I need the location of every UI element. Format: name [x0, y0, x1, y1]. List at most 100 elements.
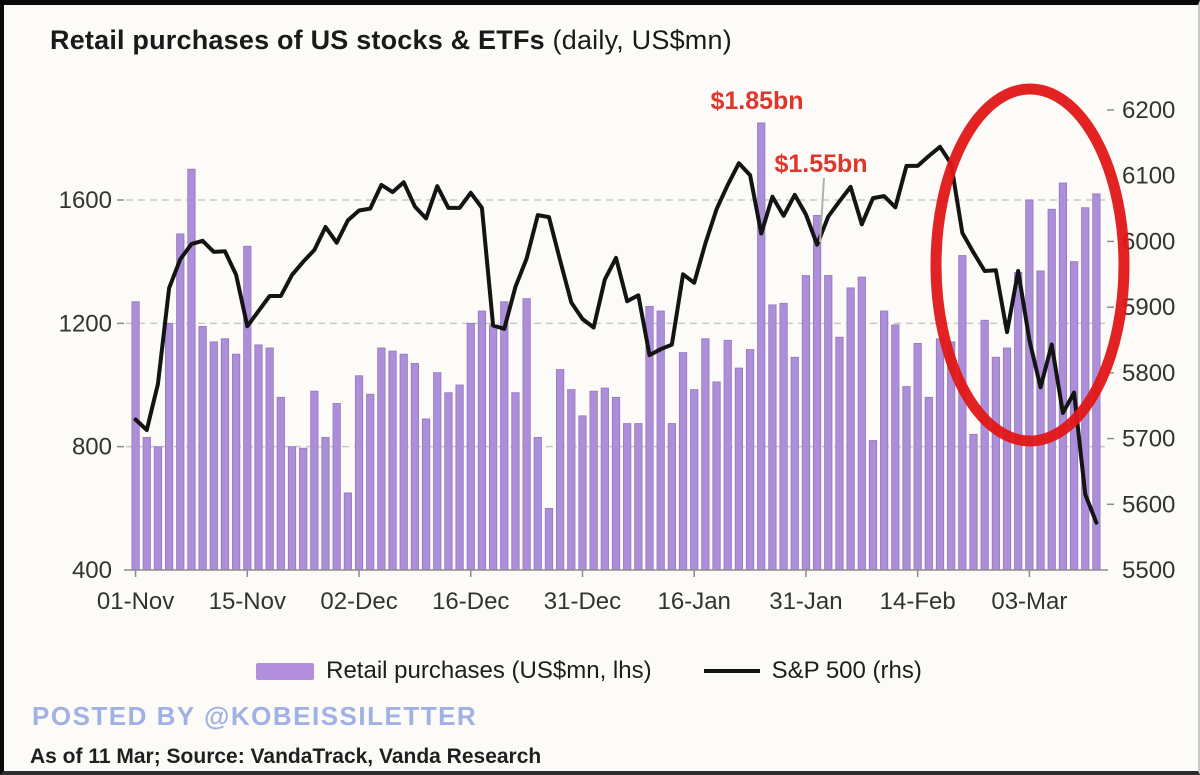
title-suffix: (daily, US$mn) — [544, 25, 732, 55]
x-axis-label: 14-Feb — [880, 588, 956, 615]
retail-purchases-bar — [287, 446, 297, 571]
peak-annotation: $1.85bn — [710, 87, 803, 115]
retail-purchases-bar — [690, 389, 699, 571]
retail-purchases-bar — [466, 322, 475, 571]
retail-purchases-bar — [310, 390, 319, 571]
right-axis-label: 5500 — [1122, 557, 1175, 584]
retail-purchases-bar — [958, 255, 967, 571]
retail-purchases-bar — [712, 381, 721, 571]
retail-purchases-bar — [176, 233, 185, 571]
retail-purchases-bar — [299, 447, 308, 571]
x-axis-label: 16-Dec — [432, 588, 509, 615]
retail-purchases-bar — [410, 363, 419, 571]
retail-purchases-bar — [1014, 272, 1023, 571]
retail-purchases-bar — [209, 341, 218, 571]
retail-purchases-bar — [567, 389, 576, 571]
retail-purchases-bar — [477, 310, 487, 571]
peak-annotation: $1.55bn — [774, 150, 867, 178]
x-axis-label: 15-Nov — [209, 588, 286, 615]
retail-purchases-bar — [1002, 347, 1012, 571]
right-axis-label: 5700 — [1122, 426, 1175, 453]
retail-purchases-bar — [1081, 207, 1090, 571]
sp500-line-swatch-icon — [703, 669, 760, 673]
retail-purchases-bar — [388, 350, 397, 571]
retail-purchases-bar — [824, 275, 833, 571]
left-axis-label: 400 — [72, 557, 112, 584]
retail-purchases-bar — [343, 492, 352, 571]
legend-item-sp500: S&P 500 (rhs) — [703, 657, 922, 685]
retail-purchases-bar — [332, 403, 341, 571]
retail-purchases-bar — [835, 336, 844, 571]
combo-chart: 01-Nov 15-Nov 02-Dec 16-Dec 31-Dec 16-Jan 31-J… — [59, 83, 1175, 615]
retail-purchases-bar — [913, 342, 922, 571]
retail-purchases-bar — [220, 338, 230, 571]
retail-purchases-bar — [902, 386, 911, 571]
retail-purchases-bar — [377, 347, 386, 571]
source-footnote: As of 11 Mar; Source: VandaTrack, Vanda … — [30, 745, 542, 768]
retail-purchases-bar — [623, 423, 632, 571]
x-axis-label: 03-Mar — [991, 588, 1067, 615]
legend: Retail purchases (US$mn, lhs) S&P 500 (r… — [4, 653, 1174, 689]
retail-purchases-bar — [924, 396, 933, 571]
retail-purchases-bar — [813, 215, 822, 571]
retail-purchases-bar — [556, 369, 565, 571]
retail-purchases-bar — [980, 319, 989, 571]
right-axis-label: 6100 — [1122, 163, 1175, 190]
retail-purchases-bar — [969, 433, 978, 571]
retail-purchases-bar — [153, 446, 163, 571]
retail-purchases-bar — [991, 356, 1000, 571]
retail-purchases-bar — [243, 245, 252, 571]
retail-purchases-bar — [489, 324, 498, 571]
retail-purchases-bar — [1047, 208, 1056, 571]
retail-purchases-bar — [757, 122, 766, 571]
retail-purchases-bar — [634, 423, 643, 571]
retail-bar-swatch-icon — [256, 662, 315, 680]
retail-purchases-bar — [779, 302, 788, 571]
right-axis-label: 5800 — [1122, 360, 1175, 387]
retail-purchases-bar — [265, 347, 274, 571]
x-axis-label: 31-Jan — [769, 588, 842, 615]
retail-purchases-bar — [880, 310, 889, 571]
retail-purchases-bar — [276, 396, 285, 571]
retail-purchases-bar — [232, 353, 241, 571]
retail-purchases-bar — [589, 390, 598, 571]
title-main: Retail purchases of US stocks & ETFs — [50, 25, 545, 55]
right-axis-label: 5900 — [1122, 294, 1175, 321]
right-axis-label: 6000 — [1122, 228, 1175, 255]
retail-purchases-bar — [533, 437, 542, 571]
legend-label-retail: Retail purchases (US$mn, lhs) — [326, 657, 652, 684]
retail-purchases-bar — [734, 367, 743, 571]
left-axis-label: 800 — [72, 434, 112, 461]
x-axis-label: 16-Jan — [658, 588, 731, 615]
legend-item-retail: Retail purchases (US$mn, lhs) — [256, 657, 652, 685]
legend-label-sp500: S&P 500 (rhs) — [771, 657, 922, 684]
retail-purchases-bar — [366, 393, 375, 571]
retail-purchases-bar — [142, 437, 151, 571]
retail-purchases-bar — [678, 352, 688, 571]
retail-purchases-bar — [745, 349, 755, 571]
retail-purchases-bar — [868, 440, 878, 571]
annotation-pointer-line — [819, 177, 825, 243]
retail-purchases-bar — [891, 324, 900, 571]
retail-purchases-bar — [846, 287, 855, 571]
retail-purchases-bar — [522, 298, 531, 571]
retail-purchases-bar — [421, 418, 431, 571]
retail-purchases-bar — [701, 338, 710, 571]
retail-purchases-bar — [857, 276, 866, 571]
highlight-ellipse — [930, 83, 1130, 447]
retail-purchases-bar — [500, 301, 509, 571]
retail-purchases-bar — [544, 507, 554, 571]
retail-purchases-bar — [578, 415, 587, 571]
retail-purchases-bar — [455, 384, 464, 571]
retail-purchases-bar — [321, 437, 330, 571]
x-axis-label: 31-Dec — [544, 588, 621, 615]
watermark-text: POSTED BY @KOBEISSILETTER — [32, 701, 478, 731]
retail-purchases-bar — [187, 168, 196, 571]
left-axis-label: 1200 — [59, 310, 112, 337]
retail-purchases-bar — [790, 356, 799, 571]
retail-purchases-bar — [723, 339, 732, 571]
retail-purchases-bar — [254, 344, 263, 571]
sp500-line — [133, 144, 1099, 525]
retail-purchases-bar — [131, 301, 140, 571]
